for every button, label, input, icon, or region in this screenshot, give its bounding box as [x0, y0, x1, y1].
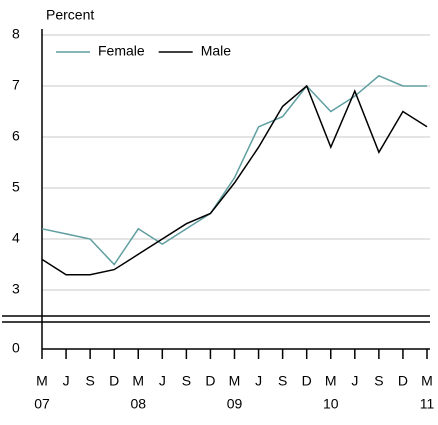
x-tick-label: D	[398, 373, 408, 389]
x-tick-label: J	[63, 373, 70, 389]
y-tick-label: 5	[12, 179, 20, 195]
x-tick-label: M	[229, 373, 241, 389]
x-year-label: 09	[227, 396, 243, 412]
x-tick-label: S	[374, 373, 383, 389]
x-tick-label: S	[85, 373, 94, 389]
x-tick-label: M	[36, 373, 48, 389]
legend-label: Male	[201, 43, 232, 59]
x-tick-label: J	[159, 373, 166, 389]
x-tick-label: M	[421, 373, 433, 389]
x-tick-label: D	[302, 373, 312, 389]
x-tick-label: M	[325, 373, 337, 389]
series-line	[41, 74, 427, 266]
y-tick-label: 7	[12, 77, 20, 93]
x-year-label: 11	[420, 396, 435, 412]
x-tick-label: D	[205, 373, 215, 389]
x-year-label: 10	[323, 396, 339, 412]
x-tick-label: J	[351, 373, 358, 389]
y-tick-label: 6	[12, 128, 20, 144]
legend-label: Female	[98, 43, 145, 59]
y-tick-label: 0	[12, 340, 20, 356]
x-tick-label: D	[109, 373, 119, 389]
x-year-label: 07	[34, 396, 50, 412]
chart-title: Percent	[46, 7, 94, 23]
y-tick-label: 4	[12, 230, 20, 246]
x-tick-label: J	[255, 373, 262, 389]
y-tick-label: 8	[12, 26, 20, 42]
y-tick-label: 3	[12, 281, 20, 297]
x-year-label: 08	[130, 396, 146, 412]
series-line	[41, 84, 428, 276]
x-tick-label: S	[182, 373, 191, 389]
x-tick-label: S	[278, 373, 287, 389]
x-tick-label: M	[132, 373, 144, 389]
